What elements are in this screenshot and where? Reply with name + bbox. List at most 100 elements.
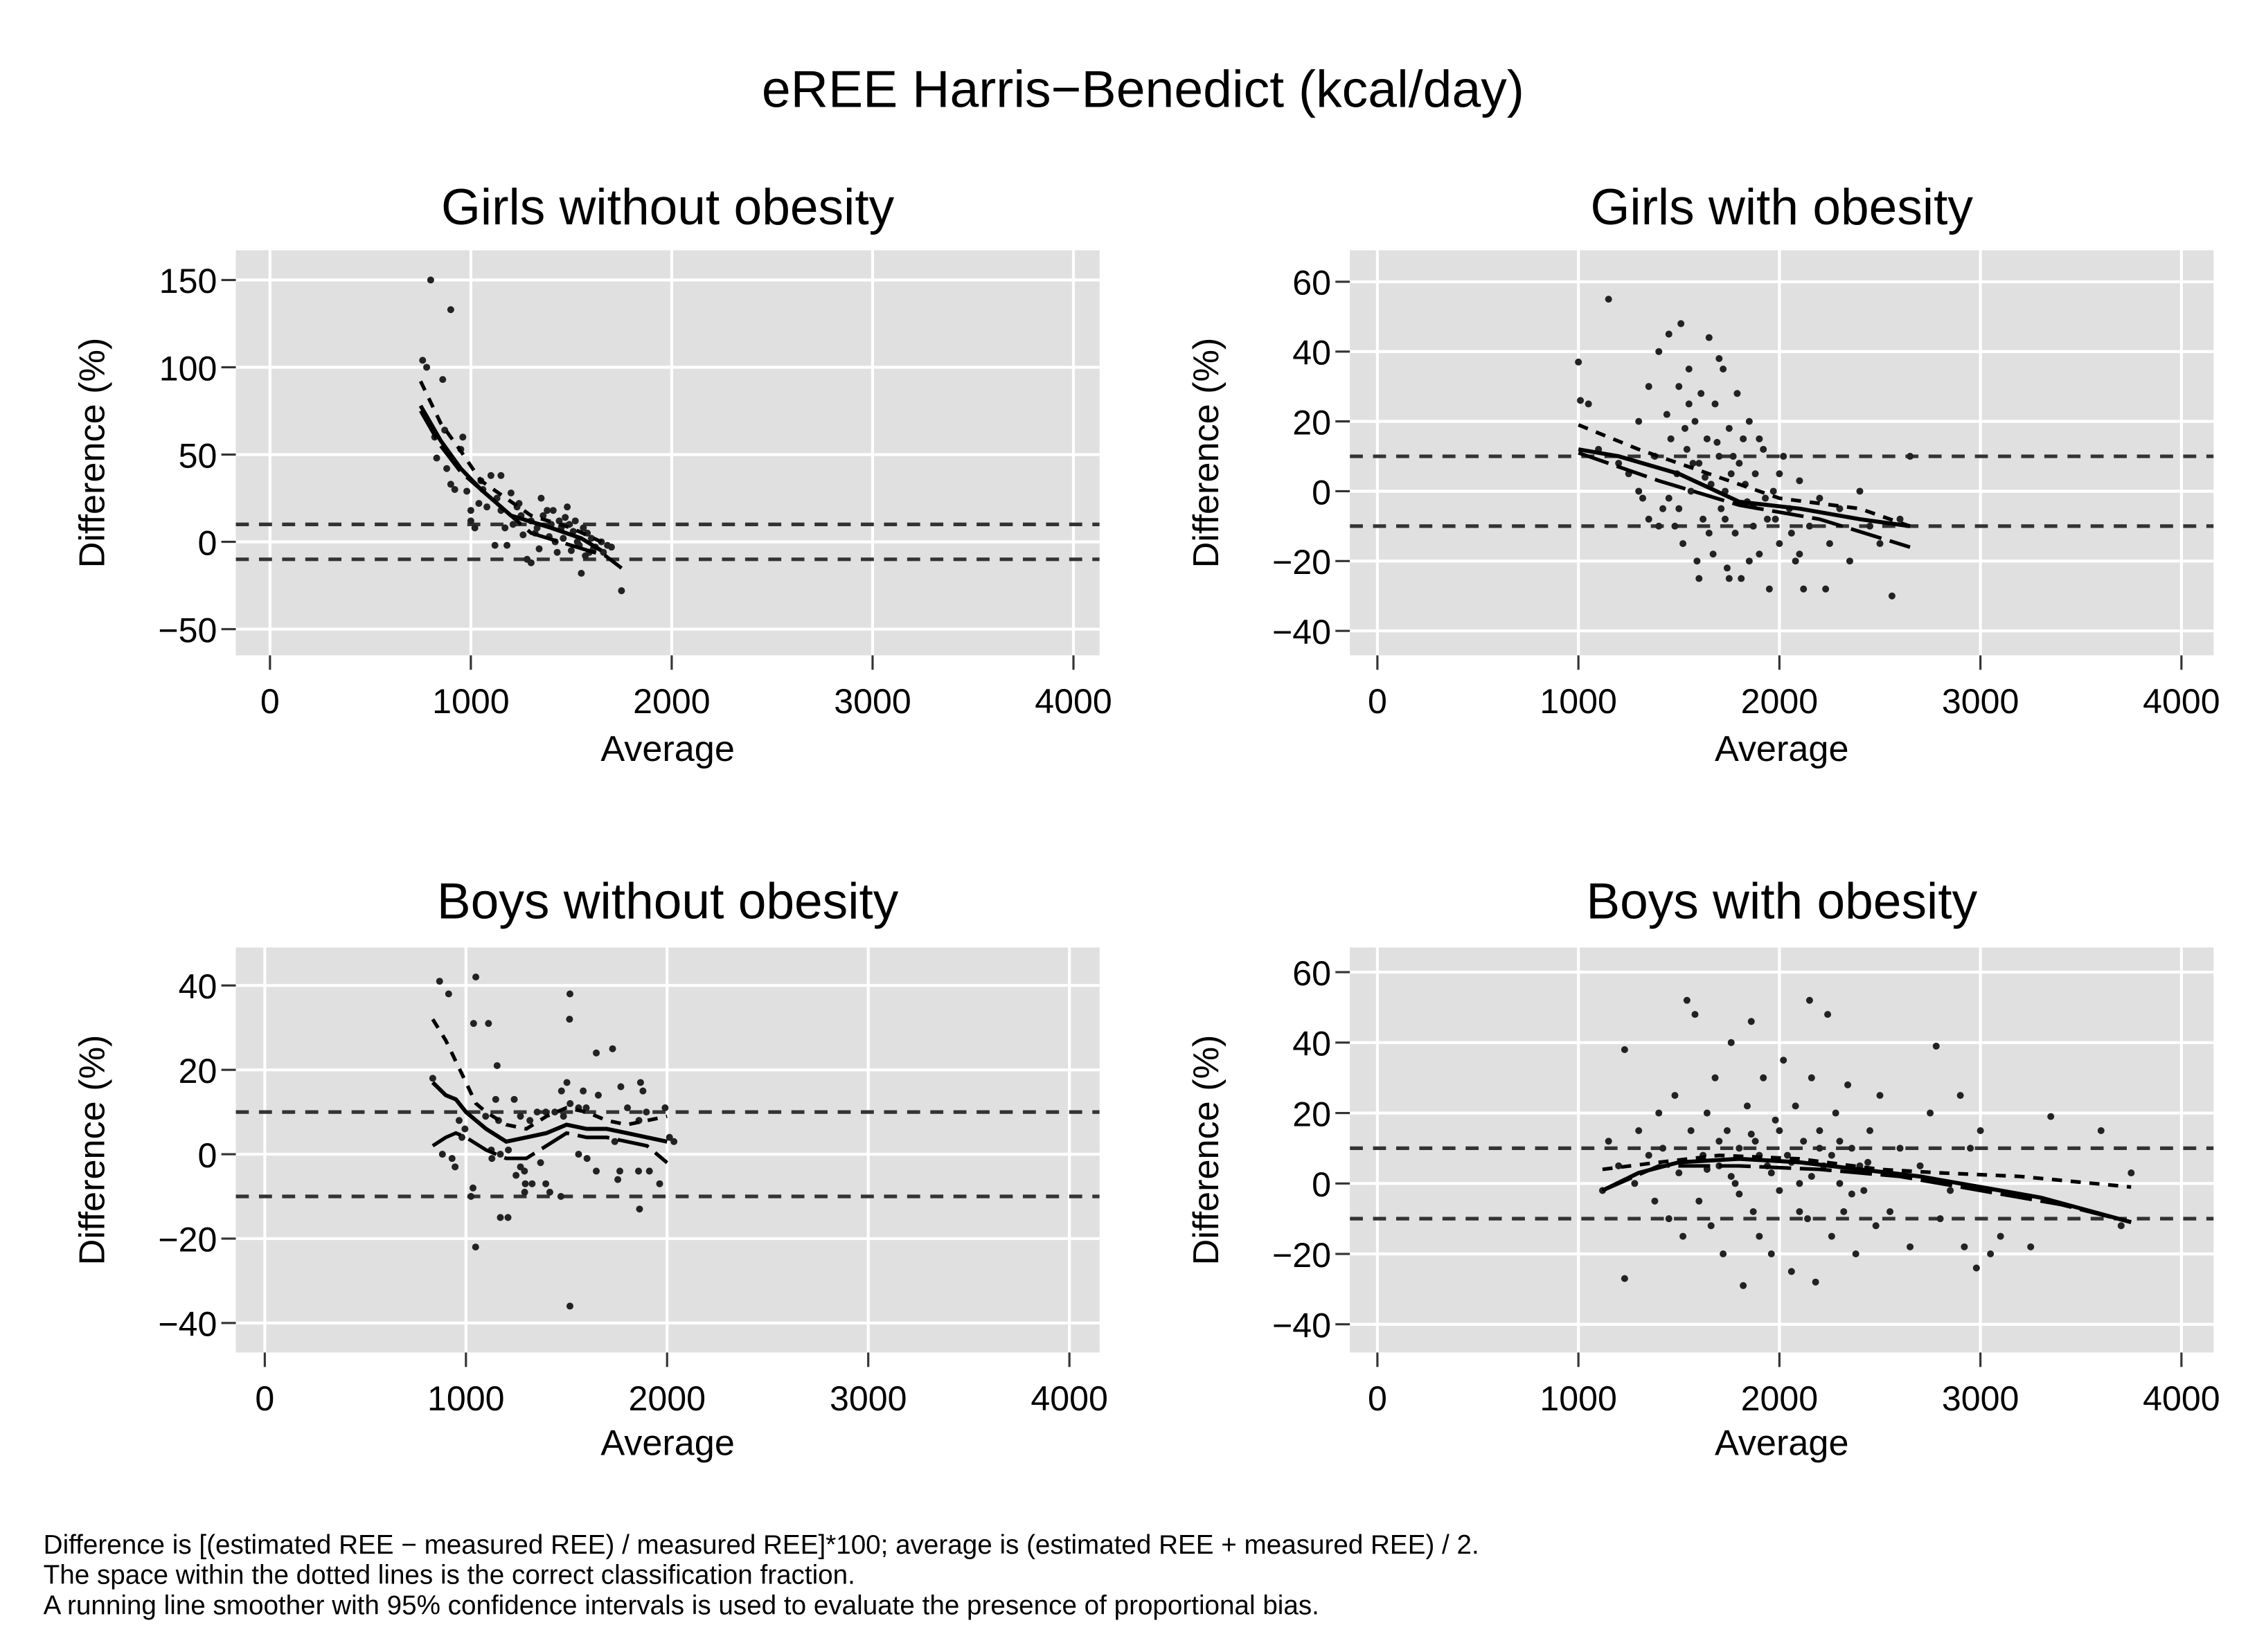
data-point bbox=[1605, 296, 1612, 303]
data-point bbox=[1787, 1268, 1795, 1275]
data-point bbox=[497, 472, 505, 479]
data-point bbox=[1751, 470, 1759, 478]
data-point bbox=[1866, 522, 1874, 530]
data-point bbox=[491, 541, 499, 549]
data-point bbox=[1756, 435, 1763, 442]
data-point bbox=[1621, 1275, 1628, 1282]
x-axis-label: Average bbox=[1715, 729, 1849, 769]
data-point bbox=[519, 531, 527, 539]
data-point bbox=[1800, 1138, 1808, 1145]
data-point bbox=[1860, 1187, 1868, 1194]
data-point bbox=[1705, 529, 1713, 537]
data-point bbox=[553, 548, 561, 556]
data-point bbox=[1685, 365, 1693, 373]
data-point bbox=[618, 587, 625, 595]
data-point bbox=[551, 1108, 559, 1116]
data-point bbox=[1675, 505, 1683, 512]
x-tick-label: 4000 bbox=[2143, 682, 2220, 721]
y-tick-label: −50 bbox=[158, 611, 217, 649]
data-point bbox=[616, 1167, 624, 1175]
data-point bbox=[1936, 1215, 1944, 1223]
data-point bbox=[1687, 1126, 1695, 1134]
data-point bbox=[1720, 365, 1727, 373]
data-point bbox=[1665, 494, 1672, 502]
y-tick-label: 60 bbox=[1292, 264, 1331, 303]
x-tick-label: 3000 bbox=[834, 682, 911, 721]
data-point bbox=[1816, 1144, 1823, 1152]
data-point bbox=[1816, 1126, 1823, 1134]
data-point bbox=[470, 1020, 477, 1027]
smoother-upper-ci bbox=[431, 1018, 668, 1131]
data-point bbox=[1856, 487, 1864, 495]
data-point bbox=[463, 487, 471, 495]
data-point bbox=[1635, 487, 1643, 495]
data-point bbox=[1866, 1126, 1874, 1134]
data-point bbox=[560, 535, 567, 542]
data-point bbox=[1711, 1074, 1719, 1081]
data-point bbox=[1740, 435, 1747, 442]
data-point bbox=[475, 500, 483, 508]
y-tick-label: 0 bbox=[1312, 1165, 1331, 1204]
data-point bbox=[1800, 585, 1808, 593]
data-point bbox=[542, 1108, 550, 1116]
data-point bbox=[482, 1113, 490, 1120]
data-point bbox=[1681, 424, 1688, 432]
plot-background bbox=[1350, 250, 2214, 656]
data-point bbox=[1822, 585, 1830, 593]
data-point bbox=[1743, 1102, 1751, 1110]
data-point bbox=[1575, 358, 1582, 366]
data-point bbox=[1740, 1282, 1747, 1289]
data-point bbox=[1683, 445, 1690, 453]
data-point bbox=[1691, 418, 1699, 425]
data-point bbox=[537, 494, 545, 502]
data-point bbox=[1765, 585, 1773, 593]
data-point bbox=[1977, 1126, 1984, 1134]
data-point bbox=[1679, 540, 1687, 548]
data-point bbox=[521, 1188, 528, 1196]
smoother-mean bbox=[1601, 1156, 2132, 1225]
data-point bbox=[505, 1146, 512, 1153]
data-point bbox=[1927, 1109, 1934, 1117]
data-point bbox=[452, 1163, 459, 1171]
x-tick-label: 0 bbox=[1368, 682, 1387, 721]
data-point bbox=[584, 529, 591, 537]
y-tick-label: −20 bbox=[1272, 1236, 1331, 1275]
plot-area bbox=[1350, 296, 2214, 600]
data-point bbox=[1700, 515, 1707, 523]
data-point bbox=[1715, 354, 1723, 362]
data-point bbox=[634, 1167, 643, 1175]
x-tick-label: 3000 bbox=[1942, 1379, 2019, 1418]
data-point bbox=[1725, 575, 1733, 582]
data-point bbox=[563, 1079, 571, 1086]
smoother-lower-ci bbox=[1578, 451, 1911, 549]
data-point bbox=[1749, 522, 1757, 530]
data-point bbox=[1695, 575, 1703, 582]
data-point bbox=[1659, 1144, 1667, 1152]
data-point bbox=[587, 535, 595, 542]
data-point bbox=[1723, 1126, 1731, 1134]
smoother-mean bbox=[418, 404, 603, 553]
plot-area bbox=[235, 973, 1100, 1310]
panel-title: Boys with obesity bbox=[1586, 874, 1977, 930]
data-point bbox=[1693, 557, 1701, 565]
data-point bbox=[1745, 418, 1753, 425]
x-tick-label: 1000 bbox=[432, 682, 510, 721]
data-point bbox=[1780, 1057, 1787, 1064]
data-point bbox=[527, 559, 535, 566]
data-point bbox=[438, 1151, 446, 1158]
data-point bbox=[1808, 1074, 1815, 1081]
data-point bbox=[2127, 1169, 2135, 1177]
data-point bbox=[1896, 515, 1904, 523]
x-tick-label: 2000 bbox=[628, 1379, 706, 1418]
data-point bbox=[604, 541, 612, 549]
data-point bbox=[472, 1244, 479, 1251]
data-point bbox=[515, 500, 523, 508]
data-point bbox=[448, 1155, 456, 1162]
smoother-lower-ci bbox=[1601, 1164, 2132, 1224]
data-point bbox=[1888, 592, 1895, 600]
data-point bbox=[2097, 1126, 2105, 1134]
data-point bbox=[1683, 996, 1690, 1004]
data-point bbox=[509, 521, 517, 528]
